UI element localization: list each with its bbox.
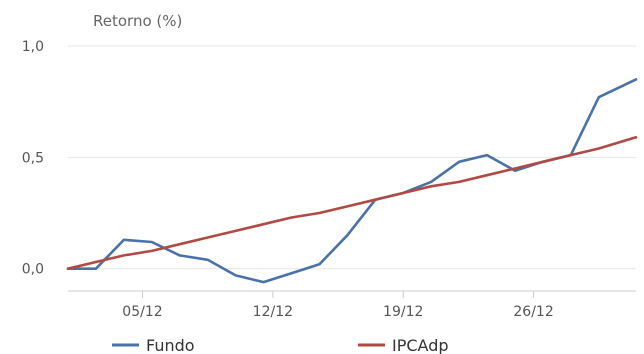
series-lines: [66, 78, 638, 284]
y-tick-label: 0,0: [22, 262, 44, 278]
x-tick-label: 12/12: [253, 304, 293, 320]
legend-item-ipcadp[interactable]: IPCAdp: [358, 336, 449, 354]
x-tick-label: 05/12: [122, 304, 162, 320]
y-tick-label: 1,0: [22, 39, 44, 55]
x-axis-ticks: 05/12 12/12 19/12 26/12: [122, 291, 554, 320]
legend[interactable]: Fundo IPCAdp: [112, 336, 449, 354]
y-tick-label: 0,5: [22, 150, 44, 166]
y-axis-title: Retorno (%): [93, 12, 182, 30]
legend-item-fundo[interactable]: Fundo: [112, 336, 195, 354]
x-tick-label: 19/12: [383, 304, 423, 320]
y-axis-ticks: 1,0 0,5 0,0: [22, 39, 44, 278]
legend-label: Fundo: [146, 336, 195, 354]
legend-label: IPCAdp: [392, 336, 449, 354]
x-tick-label: 26/12: [513, 304, 553, 320]
grid: [68, 45, 636, 292]
series-line-ipcadp: [66, 136, 638, 271]
